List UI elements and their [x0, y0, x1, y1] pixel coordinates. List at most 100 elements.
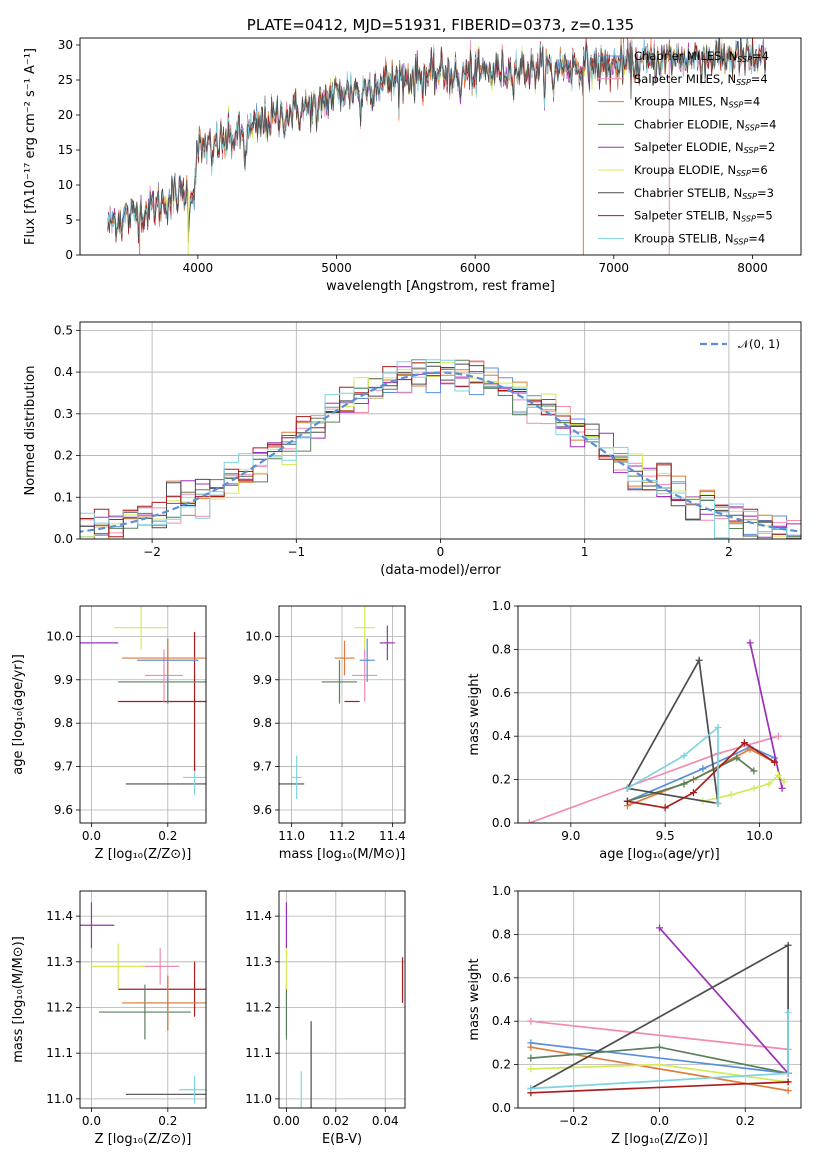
legend-name: Kroupa STELIB, N — [634, 231, 734, 245]
legend-entry-2: Kroupa MILES, NSSP=4 — [634, 95, 760, 110]
mass-vs-Z-frame — [79, 890, 207, 1109]
legend-sub: SSP — [741, 215, 756, 224]
spectrum-xtick-label: 6000 — [460, 261, 491, 275]
legend-count: =3 — [757, 186, 774, 200]
age-vs-mass-ytick-label: 9.8 — [253, 716, 272, 730]
age-vs-mass-xlabel: mass [log₁₀(M/M⊙)] — [279, 847, 406, 862]
legend-entry-6: Chabrier STELIB, NSSP=3 — [634, 186, 774, 201]
residuals-xlabel: (data-model)/error — [380, 563, 501, 578]
residuals-ytick-label: 0.5 — [54, 323, 73, 337]
legend-count: =4 — [752, 49, 769, 63]
weight-vs-age-line-5 — [702, 774, 785, 803]
age-vs-Z-ytick-label: 10.0 — [46, 629, 73, 643]
age-vs-mass-point-3 — [321, 660, 358, 704]
residuals-frame — [79, 321, 802, 540]
weight-vs-age-marker-7 — [623, 797, 631, 805]
weight-vs-age-marker-1 — [774, 732, 782, 740]
weight-vs-age-marker-3 — [750, 767, 758, 775]
mass-vs-Z-plot-area — [80, 902, 206, 1104]
spectrum-plot-area — [107, 38, 767, 255]
weight-vs-age-line-0 — [627, 746, 775, 803]
weight-vs-Z-marker-3 — [527, 1054, 535, 1062]
weight-vs-Z-marker-6 — [784, 941, 792, 949]
weight-vs-age-ylabel: mass weight — [467, 673, 482, 755]
mass-vs-ebv-ytick-label: 11.2 — [245, 1000, 272, 1014]
legend-count: =4 — [748, 231, 765, 245]
mass-vs-Z-point-1 — [179, 1076, 206, 1104]
spectrum-title: PLATE=0412, MJD=51931, FIBERID=0373, z=0… — [247, 16, 634, 34]
weight-vs-Z-xtick-label: −0.2 — [559, 1114, 588, 1128]
weight-vs-age-marker-4 — [778, 784, 786, 792]
residuals-xtick-label: 1 — [581, 545, 589, 559]
histogram-series-8 — [80, 359, 801, 539]
residuals-xtick-label: −1 — [287, 545, 305, 559]
mass-vs-Z-ylabel: mass [log₁₀(M/M⊙)] — [11, 936, 26, 1063]
age-vs-Z-ytick-label: 9.9 — [54, 673, 73, 687]
age-vs-Z-xtick-label: 0.0 — [82, 829, 101, 843]
spectrum-xtick-label: 4000 — [183, 261, 214, 275]
weight-vs-Z-marker-3 — [656, 1043, 663, 1051]
mass-vs-ebv-xtick-label: 0.02 — [322, 1114, 349, 1128]
legend-name: Salpeter STELIB, N — [634, 209, 741, 223]
legend-entry-0: Chabrier MILES, NSSP=4 — [634, 49, 769, 64]
mass-vs-Z-xtick-label: 0.2 — [158, 1114, 177, 1128]
age-vs-mass-point-7 — [354, 606, 375, 650]
legend-entry-3: Chabrier ELODIE, NSSP=4 — [634, 117, 776, 132]
weight-vs-Z-ytick-label: 0.6 — [492, 971, 511, 985]
weight-vs-age-line-4 — [749, 642, 783, 789]
legend-count: =6 — [751, 163, 768, 177]
mass-vs-ebv-xtick-label: 0.04 — [372, 1114, 399, 1128]
spectrum-ytick-label: 5 — [65, 213, 73, 227]
legend-name: Chabrier MILES, N — [634, 49, 737, 63]
mass-vs-Z-panel: 0.0 0.2 11.0 11.1 11.2 11.3 11.4 Z [log₁₀(Z/Z⊙)… — [11, 890, 207, 1147]
age-vs-Z-ytick-label: 9.7 — [54, 760, 73, 774]
spectrum-xtick-label: 7000 — [599, 261, 630, 275]
spectrum-ylabel: Flux [fλ10⁻¹⁷ erg cm⁻² s⁻¹ A⁻¹] — [23, 48, 38, 245]
weight-vs-age-marker-7 — [771, 758, 779, 766]
weight-vs-age-ytick-label: 0.8 — [492, 642, 511, 656]
spectrum-ytick-label: 25 — [58, 73, 73, 87]
weight-vs-age-marker-7 — [689, 789, 697, 797]
legend-count: =4 — [751, 72, 768, 86]
age-vs-mass-point-5 — [359, 638, 375, 682]
weight-vs-Z-marker-8 — [784, 1009, 792, 1017]
legend-count: =2 — [758, 140, 775, 154]
weight-vs-Z-marker-8 — [784, 1069, 792, 1077]
weight-vs-Z-ytick-label: 0.4 — [492, 1014, 511, 1028]
legend-sub: SSP — [744, 146, 759, 155]
spectrum-line-6 — [107, 38, 767, 240]
age-vs-mass-point-6 — [334, 640, 355, 676]
mass-vs-Z-ytick-label: 11.2 — [46, 1000, 73, 1014]
weight-vs-age-marker-5 — [750, 784, 758, 792]
weight-vs-age-line-2 — [627, 748, 775, 807]
weight-vs-Z-line-1 — [530, 1020, 789, 1051]
weight-vs-age-marker-6 — [695, 656, 703, 664]
spectrum-ytick-label: 0 — [65, 248, 73, 262]
legend-entry-7: Salpeter STELIB, NSSP=5 — [634, 209, 773, 224]
weight-vs-Z-marker-2 — [784, 1087, 792, 1095]
weight-vs-age-marker-8 — [680, 752, 688, 760]
legend-sub: SSP — [745, 123, 760, 132]
mass-vs-Z-ytick-label: 11.3 — [46, 955, 73, 969]
mass-vs-ebv-xlabel: E(B-V) — [322, 1132, 362, 1147]
weight-vs-age-ytick-label: 0.0 — [492, 816, 511, 830]
mass-vs-Z-ytick-label: 11.4 — [46, 909, 73, 923]
weight-vs-Z-panel: −0.2 0.0 0.2 0.0 0.2 0.4 0.6 0.8 1.0 Z [log₁₀(Z/Z… — [467, 884, 802, 1147]
spectrum-panel: 4000 5000 6000 7000 8000 0 5 10 15 20 25 30 waveleng… — [23, 16, 802, 294]
residuals-plot-area — [80, 359, 801, 539]
weight-vs-Z-ytick-label: 0.0 — [492, 1101, 511, 1115]
legend-sub: SSP — [736, 169, 751, 178]
legend-entry-1: Salpeter MILES, NSSP=4 — [634, 72, 768, 87]
legend-count: =5 — [756, 209, 773, 223]
weight-vs-age-marker-3 — [733, 754, 741, 762]
age-vs-mass-ytick-label: 9.7 — [253, 760, 272, 774]
age-vs-Z-xtick-label: 0.2 — [158, 829, 177, 843]
weight-vs-age-ytick-label: 0.2 — [492, 773, 511, 787]
spectrum-frame — [79, 37, 802, 256]
weight-vs-Z-line-0 — [530, 1042, 789, 1075]
mass-vs-Z-ytick-label: 11.1 — [46, 1046, 73, 1060]
legend-sub: SSP — [729, 101, 744, 110]
age-vs-mass-point-4 — [352, 649, 378, 702]
mass-vs-ebv-ytick-label: 11.3 — [245, 955, 272, 969]
weight-vs-age-marker-3 — [680, 780, 688, 788]
